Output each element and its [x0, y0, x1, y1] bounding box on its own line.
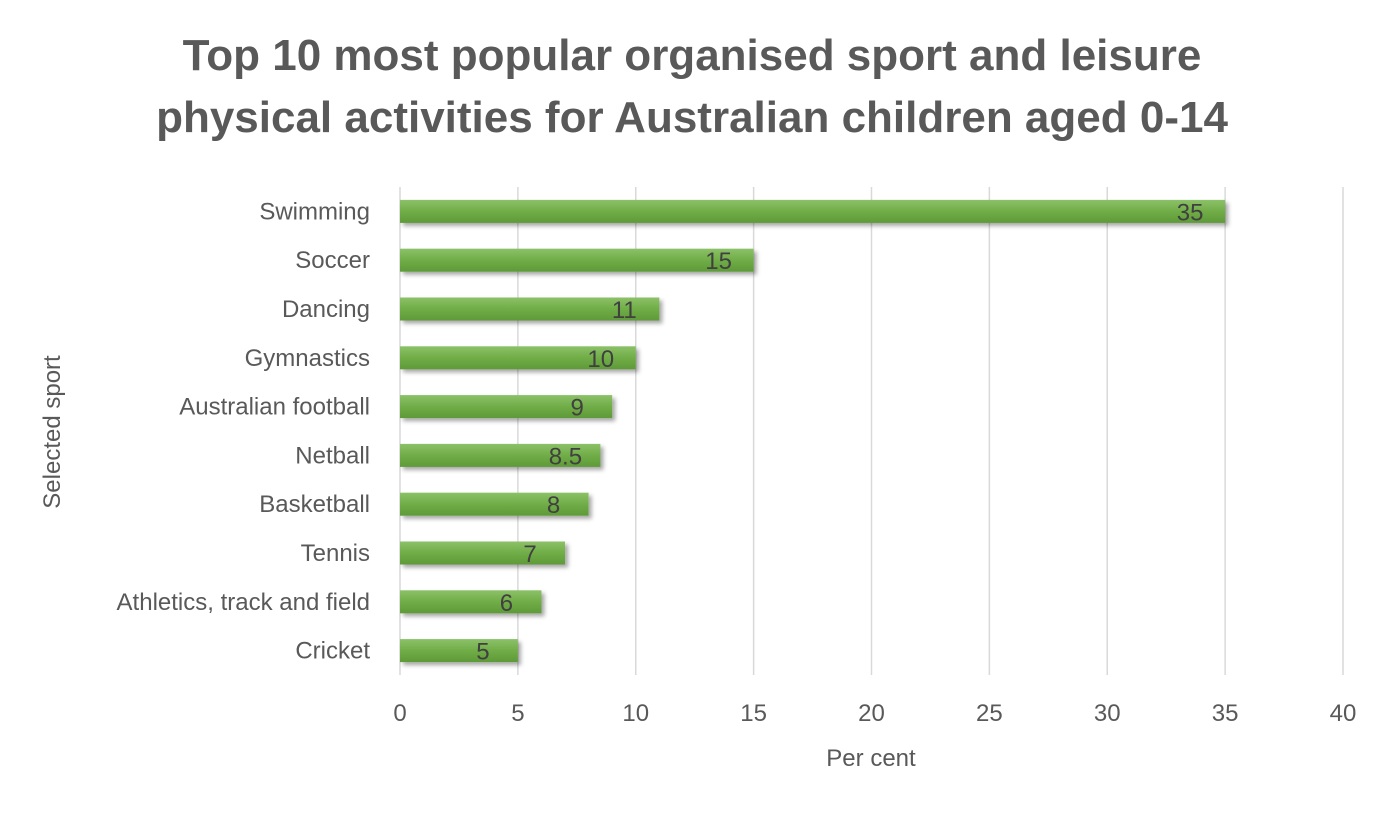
- bar: [400, 492, 589, 516]
- category-label: Dancing: [282, 296, 370, 323]
- data-label: 11: [612, 297, 637, 324]
- x-tick-label: 15: [740, 700, 767, 727]
- data-label: 5: [476, 639, 489, 666]
- category-label: Basketball: [259, 491, 370, 518]
- bar: [400, 199, 1226, 223]
- x-tick-label: 25: [976, 700, 1003, 727]
- chart-title-line-1: Top 10 most popular organised sport and …: [183, 31, 1202, 80]
- x-tick-label: 0: [393, 700, 406, 727]
- x-tick-label: 5: [511, 700, 524, 727]
- x-tick-label: 30: [1094, 700, 1121, 727]
- chart-title-line-2: physical activities for Australian child…: [156, 93, 1228, 142]
- data-label: 10: [587, 346, 614, 373]
- category-label: Netball: [295, 442, 370, 469]
- bar: [400, 443, 601, 467]
- x-tick-label: 20: [858, 700, 885, 727]
- data-label: 7: [523, 541, 536, 568]
- x-tick-label: 10: [622, 700, 649, 727]
- bars: [400, 199, 1226, 663]
- bar: [400, 639, 518, 663]
- data-label: 9: [570, 395, 583, 422]
- bar: [400, 346, 636, 370]
- category-label: Cricket: [295, 638, 370, 665]
- x-tick-label: 35: [1212, 700, 1239, 727]
- category-labels: Swimming Soccer Dancing Gymnastics Australia…: [117, 198, 371, 664]
- bar: [400, 395, 613, 419]
- bar: [400, 590, 542, 614]
- bar: [400, 297, 660, 321]
- chart-title: Top 10 most popular organised sport and …: [156, 31, 1228, 142]
- data-label: 8: [547, 492, 560, 519]
- category-label: Tennis: [301, 540, 370, 567]
- category-label: Swimming: [259, 198, 370, 225]
- x-axis-title: Per cent: [826, 745, 916, 772]
- data-label: 8.5: [549, 443, 582, 470]
- category-label: Gymnastics: [245, 345, 370, 372]
- data-label: 15: [705, 248, 732, 275]
- x-tick-label: 40: [1330, 700, 1357, 727]
- y-axis-title: Selected sport: [39, 355, 66, 509]
- category-label: Soccer: [295, 247, 370, 274]
- x-tick-labels: 0 5 10 15 20 25 30 35 40: [393, 700, 1356, 727]
- category-label: Athletics, track and field: [117, 589, 370, 616]
- data-label: 35: [1177, 199, 1204, 226]
- bar: [400, 541, 566, 565]
- data-label: 6: [500, 590, 513, 617]
- category-label: Australian football: [179, 394, 370, 421]
- bar: [400, 248, 754, 272]
